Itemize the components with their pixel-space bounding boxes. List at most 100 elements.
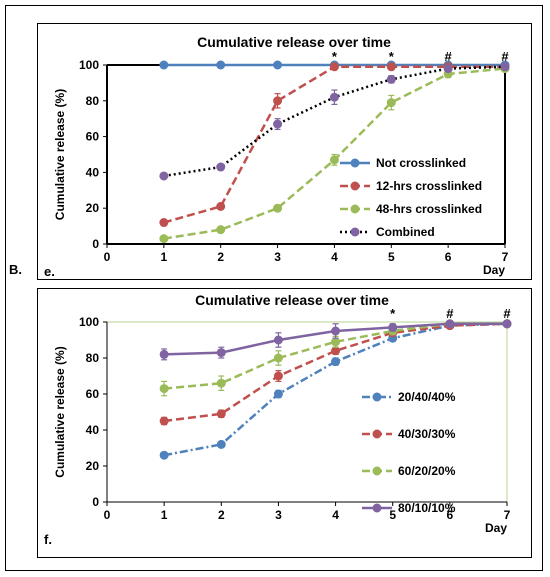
- data-point: [216, 409, 226, 419]
- chart-e: 0 20 40 60 80 100 0 1 2 3 4 5 6 7 Cumulative release o…: [44, 34, 510, 279]
- legend-label: Not crosslinked: [376, 156, 466, 170]
- x-tick-label: 5: [388, 250, 395, 264]
- data-point: [216, 201, 226, 211]
- panel-label: f.: [44, 532, 52, 547]
- significance-marker: *: [332, 49, 338, 64]
- x-tick-label: 3: [274, 250, 281, 264]
- legend-label: 40/30/30%: [398, 427, 456, 441]
- data-point: [216, 162, 226, 172]
- x-tick-label: 6: [445, 250, 452, 264]
- significance-marker: *: [389, 49, 395, 64]
- data-point: [329, 62, 339, 72]
- y-axis-label: Cumulative release (%): [53, 89, 67, 220]
- legend-marker: [372, 466, 382, 476]
- y-tick-label: 20: [86, 201, 100, 215]
- x-tick-label: 7: [504, 508, 511, 522]
- significance-marker: #: [503, 306, 511, 321]
- legend-marker: [372, 429, 382, 439]
- data-point: [273, 389, 283, 399]
- chart-panel-e: 0 20 40 60 80 100 0 1 2 3 4 5 6 7 Cumulative release o…: [37, 23, 532, 280]
- legend-label: 48-hrs crosslinked: [376, 202, 482, 216]
- data-point: [273, 203, 283, 213]
- data-point: [159, 171, 169, 181]
- legend-marker: [350, 181, 360, 191]
- legend-label: 20/40/40%: [398, 390, 456, 404]
- data-point: [386, 98, 396, 108]
- data-point: [386, 62, 396, 72]
- data-point: [216, 60, 226, 70]
- legend-label: 12-hrs crosslinked: [376, 179, 482, 193]
- significance-marker: *: [390, 306, 396, 321]
- figure-side-label: B.: [9, 262, 22, 277]
- data-point: [443, 64, 453, 74]
- significance-marker: #: [446, 306, 454, 321]
- data-point: [331, 337, 341, 347]
- x-tick-label: 4: [332, 508, 339, 522]
- y-tick-label: 0: [92, 237, 99, 251]
- legend-marker: [372, 392, 382, 402]
- y-tick-label: 40: [86, 423, 100, 437]
- data-point: [445, 319, 455, 329]
- data-point: [329, 155, 339, 165]
- legend-marker: [350, 204, 360, 214]
- data-point: [159, 60, 169, 70]
- data-point: [216, 225, 226, 235]
- figure-frame: [5, 5, 543, 571]
- y-tick-label: 100: [79, 58, 99, 72]
- x-tick-label: 2: [217, 250, 224, 264]
- data-point: [159, 384, 169, 394]
- data-point: [216, 348, 226, 358]
- y-tick-label: 0: [92, 495, 99, 509]
- significance-marker: #: [501, 49, 509, 64]
- y-tick-label: 80: [86, 94, 100, 108]
- x-tick-label: 2: [218, 508, 225, 522]
- chart-f: 0 20 40 60 80 100 0 1 2 3 4 5 6 7 Cumulative release o…: [44, 292, 512, 547]
- legend-label: 60/20/20%: [398, 464, 456, 478]
- x-axis-label: Day: [483, 263, 505, 277]
- data-point: [273, 371, 283, 381]
- data-point: [273, 119, 283, 129]
- x-tick-label: 3: [275, 508, 282, 522]
- y-tick-label: 100: [79, 315, 99, 329]
- data-point: [216, 439, 226, 449]
- y-tick-label: 60: [86, 130, 100, 144]
- y-tick-label: 20: [86, 459, 100, 473]
- data-point: [159, 450, 169, 460]
- data-point: [331, 346, 341, 356]
- x-tick-label: 0: [104, 508, 111, 522]
- x-tick-label: 1: [161, 250, 168, 264]
- data-point: [331, 326, 341, 336]
- data-point: [159, 416, 169, 426]
- legend-label: Combined: [376, 225, 435, 239]
- x-tick-label: 0: [104, 250, 111, 264]
- y-tick-label: 80: [86, 351, 100, 365]
- data-point: [159, 234, 169, 244]
- chart-panel-f: 0 20 40 60 80 100 0 1 2 3 4 5 6 7 Cumulative release o…: [37, 288, 532, 558]
- x-axis-label: Day: [485, 521, 507, 535]
- y-axis-label: Cumulative release (%): [53, 346, 67, 477]
- data-point: [273, 60, 283, 70]
- legend-marker: [350, 227, 360, 237]
- x-tick-label: 4: [331, 250, 338, 264]
- legend-label: 80/10/10%: [398, 501, 456, 515]
- data-point: [273, 353, 283, 363]
- significance-marker: #: [445, 49, 453, 64]
- data-point: [273, 335, 283, 345]
- x-tick-label: 6: [447, 508, 454, 522]
- data-point: [331, 357, 341, 367]
- data-point: [216, 378, 226, 388]
- data-point: [386, 74, 396, 84]
- legend-marker: [350, 158, 360, 168]
- panel-label: e.: [44, 264, 55, 279]
- chart-title: Cumulative release over time: [197, 34, 391, 50]
- x-tick-label: 5: [389, 508, 396, 522]
- data-point: [502, 319, 512, 329]
- x-tick-label: 7: [502, 250, 509, 264]
- data-point: [273, 96, 283, 106]
- legend-marker: [372, 503, 382, 513]
- x-tick-label: 1: [161, 508, 168, 522]
- chart-title: Cumulative release over time: [195, 292, 389, 308]
- y-tick-label: 60: [86, 387, 100, 401]
- data-point: [388, 322, 398, 332]
- data-point: [159, 218, 169, 228]
